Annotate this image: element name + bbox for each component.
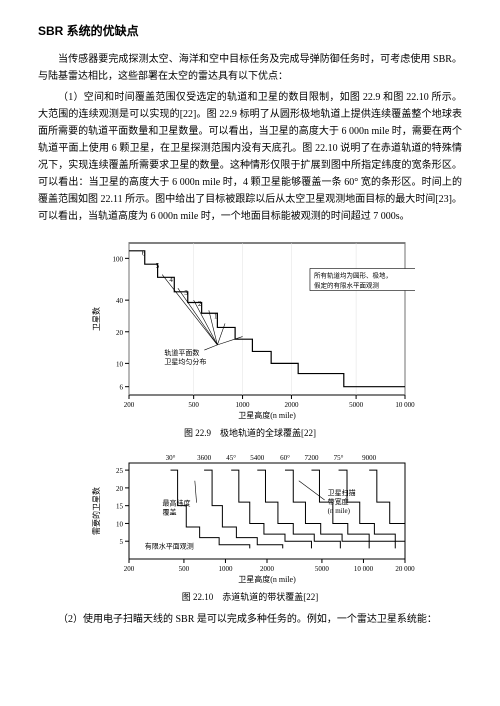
- svg-text:2000: 2000: [260, 565, 275, 573]
- chart-1-svg: 200 500 1000 2000 5000 10 000 6 10 20 40 100 卫星高度(n…: [85, 233, 415, 423]
- chart-2-svg: 200 500 1000 2000 5000 10 000 20 000 5 10 15 20 25 卫…: [85, 447, 415, 587]
- svg-text:卫星高度(n mile): 卫星高度(n mile): [238, 410, 296, 420]
- paragraph-2: （1）空间和时间覆盖范围仅受选定的轨道和卫星的数目限制，如图 22.9 和图 2…: [38, 89, 462, 225]
- svg-text:9000: 9000: [362, 454, 377, 462]
- svg-text:10: 10: [116, 520, 124, 528]
- page: SBR 系统的优缺点 当传感器要完成探测太空、海洋和空中目标任务及完成导弹防御任…: [0, 0, 500, 654]
- svg-text:卫星扫描: 卫星扫描: [328, 488, 356, 497]
- caption-22-10: 图 22.10 赤道轨道的带状覆盖[22]: [38, 590, 462, 603]
- svg-text:覆盖: 覆盖: [163, 508, 177, 517]
- svg-text:30°: 30°: [166, 454, 176, 462]
- svg-text:200: 200: [124, 401, 135, 409]
- paragraph-1: 当传感器要完成探测太空、海洋和空中目标任务及完成导弹防御任务时，可考虑使用 SB…: [38, 51, 462, 85]
- svg-text:60°: 60°: [280, 454, 290, 462]
- section-title: SBR 系统的优缺点: [38, 22, 462, 39]
- svg-text:5: 5: [120, 538, 124, 546]
- svg-text:75°: 75°: [334, 454, 344, 462]
- svg-text:1: 1: [214, 313, 218, 321]
- svg-text:(n mile): (n mile): [328, 507, 351, 515]
- svg-text:7200: 7200: [304, 454, 319, 462]
- svg-text:所有轨道均为圆形、极地，: 所有轨道均为圆形、极地，: [314, 271, 392, 280]
- svg-text:100: 100: [113, 255, 124, 263]
- svg-text:轨道平面数: 轨道平面数: [164, 348, 199, 357]
- svg-text:500: 500: [179, 565, 190, 573]
- svg-text:卫星均匀分布: 卫星均匀分布: [164, 357, 206, 366]
- figure-22-9: 200 500 1000 2000 5000 10 000 6 10 20 40 100 卫星高度(n…: [38, 233, 462, 423]
- svg-text:40: 40: [116, 297, 124, 305]
- svg-text:2000: 2000: [284, 401, 299, 409]
- svg-text:6: 6: [120, 384, 124, 392]
- svg-text:需要的卫星数: 需要的卫星数: [91, 487, 101, 535]
- svg-text:25: 25: [116, 467, 124, 475]
- paragraph-3: （2）使用电子扫瞄天线的 SBR 是可以完成多种任务的。例如，一个雷达卫星系统能…: [38, 611, 462, 628]
- svg-text:1000: 1000: [236, 401, 251, 409]
- svg-text:10 000: 10 000: [354, 565, 374, 573]
- svg-text:带宽度: 带宽度: [328, 497, 349, 506]
- svg-text:2: 2: [198, 300, 202, 308]
- svg-text:卫星数: 卫星数: [91, 307, 101, 331]
- svg-text:5000: 5000: [349, 401, 364, 409]
- figure-22-10: 200 500 1000 2000 5000 10 000 20 000 5 10 15 20 25 卫…: [38, 447, 462, 587]
- svg-text:15: 15: [116, 503, 124, 511]
- svg-text:3600: 3600: [197, 454, 212, 462]
- svg-text:假定的有限水平面观测: 假定的有限水平面观测: [314, 281, 380, 290]
- svg-text:4: 4: [169, 276, 173, 284]
- svg-text:5400: 5400: [250, 454, 265, 462]
- svg-text:卫星高度(n mile): 卫星高度(n mile): [238, 574, 296, 584]
- svg-text:20: 20: [116, 329, 124, 337]
- svg-text:10: 10: [116, 360, 124, 368]
- svg-text:5000: 5000: [315, 565, 330, 573]
- svg-text:有限水平面观测: 有限水平面观测: [145, 541, 194, 550]
- svg-text:10 000: 10 000: [395, 401, 415, 409]
- svg-text:45°: 45°: [226, 454, 236, 462]
- svg-text:20: 20: [116, 485, 124, 493]
- svg-text:3: 3: [184, 289, 188, 297]
- svg-text:500: 500: [188, 401, 199, 409]
- svg-text:200: 200: [124, 565, 135, 573]
- svg-text:20 000: 20 000: [395, 565, 415, 573]
- caption-22-9: 图 22.9 极地轨道的全球覆盖[22]: [38, 426, 462, 439]
- svg-text:1000: 1000: [218, 565, 233, 573]
- svg-text:6: 6: [142, 249, 146, 257]
- svg-text:5: 5: [156, 262, 160, 270]
- svg-text:最高纬度: 最高纬度: [163, 499, 191, 508]
